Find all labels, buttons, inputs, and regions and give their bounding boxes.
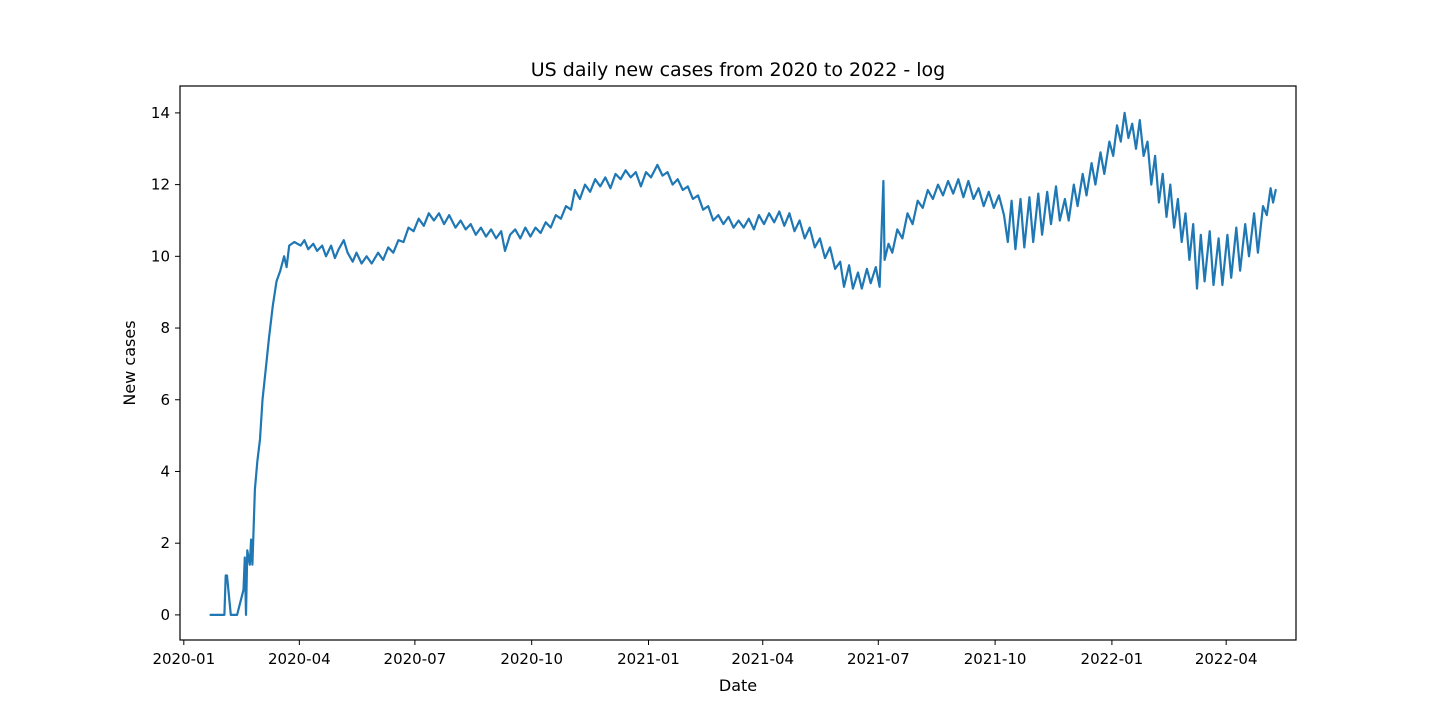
series-line (209, 111, 1277, 617)
y-tick-label: 2 (160, 534, 170, 552)
x-tick-label: 2020-07 (384, 650, 447, 668)
chart-title: US daily new cases from 2020 to 2022 - l… (531, 59, 946, 81)
x-axis-label: Date (719, 676, 757, 695)
y-tick-label: 10 (151, 247, 170, 265)
x-tick-label: 2021-01 (617, 650, 680, 668)
x-tick-label: 2022-04 (1195, 650, 1258, 668)
plot-frame (179, 85, 1297, 641)
x-tick-label: 2020-04 (268, 650, 331, 668)
y-tick-label: 8 (160, 319, 170, 337)
x-axis: 2020-01 2020-04 2020-07 2020-10 2021-01 2021-… (152, 640, 1258, 668)
y-tick-label: 4 (160, 462, 170, 480)
y-axis-label: New cases (120, 320, 139, 405)
y-tick-label: 0 (160, 606, 170, 624)
y-tick-label: 6 (160, 391, 170, 409)
y-axis: 0 2 4 6 8 10 12 14 (151, 104, 180, 624)
x-tick-label: 2020-10 (500, 650, 563, 668)
y-tick-label: 14 (151, 104, 170, 122)
x-tick-label: 2020-01 (152, 650, 215, 668)
x-tick-label: 2021-04 (731, 650, 794, 668)
y-tick-label: 12 (151, 176, 170, 194)
x-tick-label: 2021-07 (847, 650, 910, 668)
x-tick-label: 2022-01 (1081, 650, 1144, 668)
plot-content (209, 111, 1277, 617)
x-tick-label: 2021-10 (964, 650, 1027, 668)
